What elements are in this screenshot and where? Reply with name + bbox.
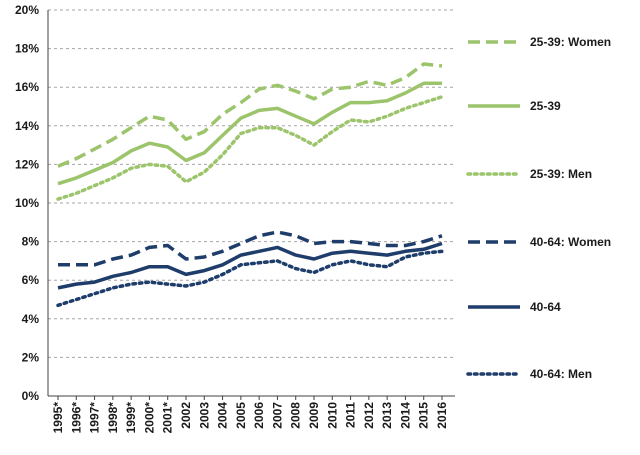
- series-line: [57, 81, 442, 186]
- legend-entry-label: 40-64: Men: [530, 367, 592, 381]
- y-tick-label: 14%: [15, 119, 39, 133]
- series-lines: [56, 62, 444, 308]
- legend-entry-label: 25-39: Men: [530, 167, 592, 181]
- series-line: [56, 249, 444, 308]
- legend-entry-label: 25-39: Women: [530, 35, 611, 49]
- series-line: [57, 241, 443, 290]
- x-tick-label: 2016: [435, 402, 449, 429]
- y-tick-label: 6%: [22, 273, 40, 287]
- y-axis-tick-labels: 0% 2% 4% 6% 8% 10% 12% 14% 16% 18% 20%: [15, 3, 39, 403]
- x-tick-label: 2013: [380, 402, 394, 429]
- x-tick-label: 2004: [216, 402, 230, 429]
- series-line: [56, 95, 444, 201]
- x-tick-label: 2001*: [161, 402, 175, 434]
- x-tick-label: 2009: [307, 402, 321, 429]
- gridlines: [48, 9, 455, 358]
- x-tick-label: 2015: [417, 402, 431, 429]
- series-line: [57, 62, 443, 168]
- series-line: [58, 230, 443, 267]
- x-tick-label: 1995*: [51, 402, 65, 434]
- y-tick-label: 0%: [22, 389, 40, 403]
- axes: [47, 10, 455, 400]
- y-tick-label: 10%: [15, 196, 39, 210]
- legend-entry-label: 40-64: Women: [530, 235, 611, 249]
- x-tick-label: 2010: [325, 402, 339, 429]
- y-tick-label: 2%: [22, 350, 40, 364]
- x-tick-label: 2006: [252, 402, 266, 429]
- x-tick-label: 2002: [179, 402, 193, 429]
- y-tick-label: 4%: [22, 312, 40, 326]
- x-tick-label: 2011: [344, 402, 358, 428]
- x-tick-label: 2012: [362, 402, 376, 429]
- x-tick-label: 1997*: [88, 402, 102, 434]
- x-tick-label: 1998*: [106, 402, 120, 434]
- x-axis-tick-labels: 1995* 1996* 1997* 1998* 1999* 2000* 2001* 2002 2…: [51, 402, 449, 434]
- legend-entry-label: 40-64: [530, 300, 561, 314]
- y-tick-label: 8%: [22, 235, 40, 249]
- y-tick-label: 16%: [15, 80, 39, 94]
- x-tick-label: 1996*: [69, 402, 83, 434]
- x-tick-label: 2000*: [142, 402, 156, 434]
- legend: 25-39: Women 25-39 25-39: Men 40-64: Women 4…: [466, 35, 611, 381]
- x-tick-label: 2005: [234, 402, 248, 429]
- y-tick-label: 20%: [15, 3, 39, 17]
- y-tick-label: 12%: [15, 157, 39, 171]
- legend-entry-label: 25-39: [530, 99, 561, 113]
- x-tick-label: 2008: [289, 402, 303, 429]
- x-tick-label: 2003: [197, 402, 211, 429]
- x-tick-label: 2014: [398, 402, 412, 429]
- y-tick-label: 18%: [15, 42, 39, 56]
- x-tick-label: 1999*: [124, 402, 138, 434]
- x-tick-label: 2007: [270, 402, 284, 429]
